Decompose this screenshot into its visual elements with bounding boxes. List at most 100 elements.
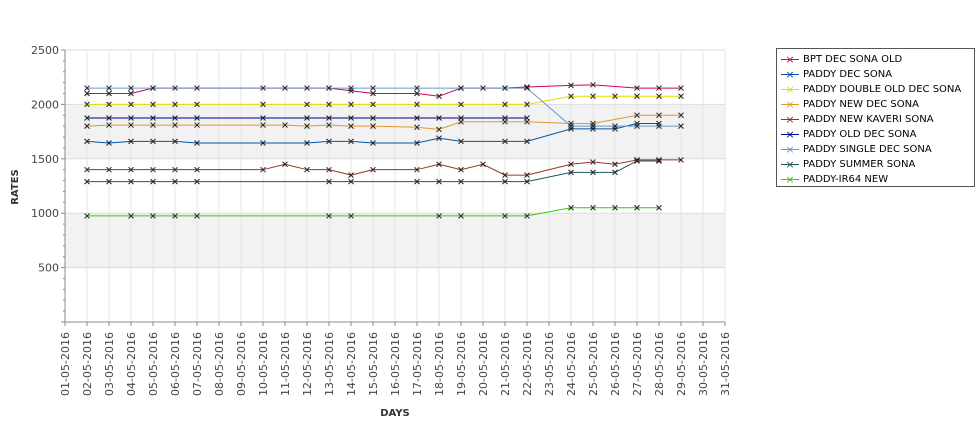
legend-item: × BPT DEC SONA OLD	[777, 52, 974, 67]
data-point	[194, 122, 200, 128]
data-point	[84, 85, 90, 91]
data-point	[612, 169, 618, 176]
x-tick-label: 27-05-2016	[631, 332, 644, 396]
data-point	[634, 158, 640, 164]
x-tick-label: 29-05-2016	[675, 332, 688, 396]
data-point	[502, 213, 508, 219]
data-point	[172, 115, 178, 121]
data-point	[128, 122, 134, 128]
legend-item: × PADDY NEW DEC SONA	[777, 97, 974, 112]
data-point	[260, 166, 266, 173]
data-point	[84, 213, 90, 219]
data-point	[678, 157, 684, 163]
data-point	[304, 101, 310, 108]
series-line	[87, 207, 659, 217]
data-point	[634, 123, 640, 130]
data-point	[524, 178, 530, 185]
data-point	[458, 166, 464, 173]
data-point	[612, 204, 618, 211]
legend: × BPT DEC SONA OLD × PADDY DEC SONA × PADDY D…	[776, 48, 975, 187]
y-tick-label: 1500	[31, 153, 59, 166]
legend-marker: ×	[777, 157, 803, 172]
data-point	[414, 115, 420, 121]
data-point	[106, 178, 112, 185]
data-point	[282, 161, 288, 168]
x-tick-label: 22-05-2016	[521, 332, 534, 396]
data-point	[282, 122, 288, 128]
data-point	[370, 90, 376, 97]
data-point	[436, 213, 442, 219]
data-point	[524, 84, 530, 90]
data-point	[524, 213, 530, 219]
x-tick-label: 07-05-2016	[191, 332, 204, 396]
data-point	[568, 93, 574, 100]
data-point	[304, 85, 310, 91]
x-tick-label: 30-05-2016	[697, 332, 710, 396]
series-paddy-ir64-new	[84, 204, 662, 219]
data-point	[502, 101, 508, 108]
data-point	[128, 85, 134, 91]
x-tick-label: 25-05-2016	[587, 332, 600, 396]
legend-item: × PADDY DOUBLE OLD DEC SONA	[777, 82, 974, 97]
x-tick-label: 31-05-2016	[719, 332, 732, 396]
data-point	[260, 115, 266, 121]
data-point	[458, 178, 464, 185]
data-point	[414, 178, 420, 185]
data-point	[590, 204, 596, 211]
legend-marker: ×	[777, 82, 803, 97]
data-point	[172, 85, 178, 91]
data-point	[370, 140, 376, 146]
series-line	[87, 160, 659, 183]
data-point	[128, 138, 134, 145]
data-point	[326, 166, 332, 173]
data-point	[502, 85, 508, 91]
data-point	[172, 178, 178, 185]
data-point	[480, 161, 486, 168]
data-point	[568, 169, 574, 176]
data-point	[172, 166, 178, 173]
legend-label: PADDY SINGLE DEC SONA	[803, 144, 932, 155]
data-point	[458, 101, 464, 108]
data-point	[172, 122, 178, 128]
data-point	[634, 204, 640, 211]
data-point	[414, 166, 420, 173]
data-point	[326, 115, 332, 121]
data-point	[414, 124, 420, 131]
data-point	[634, 112, 640, 119]
data-point	[524, 101, 530, 108]
data-point	[370, 166, 376, 173]
data-point	[106, 122, 112, 128]
data-point	[656, 93, 662, 100]
data-point	[150, 101, 156, 108]
data-point	[84, 90, 90, 97]
series-line	[87, 159, 681, 176]
legend-label: PADDY DEC SONA	[803, 69, 893, 80]
data-point	[172, 138, 178, 145]
legend-marker: ×	[777, 52, 803, 67]
data-point	[128, 101, 134, 108]
legend-label: PADDY OLD DEC SONA	[803, 129, 917, 140]
x-tick-label: 11-05-2016	[279, 332, 292, 396]
y-tick-label: 1000	[31, 207, 59, 220]
data-point	[348, 213, 354, 219]
data-point	[436, 178, 442, 185]
y-tick-label: 2000	[31, 98, 59, 111]
data-point	[106, 101, 112, 108]
x-tick-label: 19-05-2016	[455, 332, 468, 396]
x-tick-label: 20-05-2016	[477, 332, 490, 396]
data-point	[436, 115, 442, 121]
data-point	[106, 166, 112, 173]
series-paddy-double-old-dec-sona	[84, 93, 684, 108]
data-point	[106, 140, 112, 146]
legend-label: PADDY-IR64 NEW	[803, 174, 889, 185]
x-tick-label: 13-05-2016	[323, 332, 336, 396]
data-point	[260, 101, 266, 108]
data-point	[436, 93, 442, 100]
data-point	[304, 166, 310, 173]
data-point	[348, 115, 354, 121]
data-point	[436, 135, 442, 141]
data-point	[590, 81, 596, 88]
data-point	[678, 112, 684, 119]
data-point	[150, 138, 156, 145]
data-point	[458, 213, 464, 219]
